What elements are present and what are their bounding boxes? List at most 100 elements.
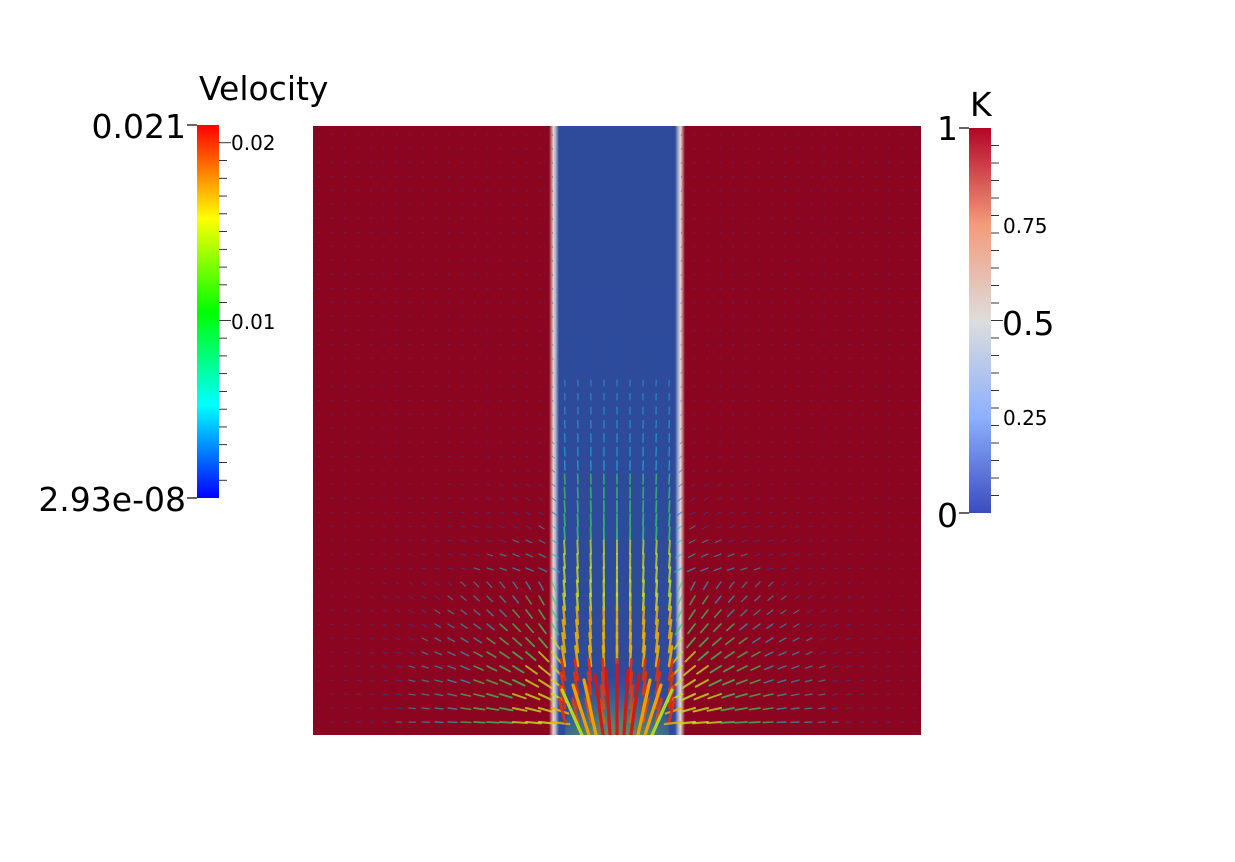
velocity-arrow	[538, 231, 541, 234]
velocity-arrow	[525, 175, 528, 178]
velocity-arrow	[434, 525, 439, 528]
velocity-arrow	[434, 203, 438, 206]
velocity-arrow	[820, 609, 826, 613]
velocity-arrow	[356, 497, 360, 499]
velocity-arrow	[447, 567, 454, 570]
velocity-arrow	[551, 147, 554, 151]
velocity-arrow	[434, 497, 438, 500]
velocity-arrow	[343, 651, 348, 654]
velocity-arrow	[704, 469, 709, 473]
velocity-arrow	[874, 329, 878, 332]
velocity-arrow	[900, 637, 904, 640]
velocity-arrow	[706, 189, 709, 192]
velocity-arrow	[408, 259, 412, 262]
velocity-arrow	[834, 581, 839, 585]
velocity-arrow	[831, 693, 839, 696]
velocity-arrow	[783, 371, 787, 374]
velocity-arrow	[382, 301, 386, 304]
velocity-arrow	[702, 525, 709, 530]
velocity-arrow	[687, 553, 696, 558]
velocity-arrow	[680, 315, 683, 318]
velocity-arrow	[752, 623, 761, 630]
velocity-arrow	[692, 455, 696, 459]
velocity-arrow	[819, 623, 826, 627]
velocity-arrow	[408, 329, 412, 332]
velocity-arrow	[525, 623, 535, 634]
velocity-arrow	[719, 273, 722, 276]
velocity-arrow	[719, 217, 722, 220]
velocity-arrow	[706, 217, 709, 220]
velocity-arrow	[382, 693, 389, 696]
velocity-arrow	[317, 217, 321, 220]
velocity-arrow	[408, 441, 412, 444]
velocity-arrow	[317, 175, 321, 178]
velocity-arrow	[343, 581, 347, 584]
velocity-arrow	[913, 483, 917, 485]
velocity-arrow	[330, 231, 334, 234]
velocity-arrow	[356, 553, 360, 555]
k-colorbar-title: K	[970, 85, 992, 124]
velocity-arrow	[525, 301, 528, 304]
velocity-arrow	[317, 427, 321, 429]
velocity-arrow	[783, 147, 787, 150]
velocity-arrow	[754, 553, 761, 557]
velocity-arrow	[693, 385, 696, 388]
velocity-arrow	[421, 399, 425, 402]
velocity-arrow	[770, 189, 774, 192]
velocity-arrow	[525, 651, 537, 662]
velocity-arrow	[715, 525, 722, 529]
velocity-arrow	[408, 203, 412, 206]
velocity-arrow	[421, 567, 427, 570]
velocity-arrow	[794, 567, 800, 570]
velocity-arrow	[382, 553, 386, 556]
velocity-arrow	[343, 245, 347, 248]
velocity-arrow	[736, 665, 748, 672]
velocity-arrow	[382, 413, 386, 416]
velocity-arrow	[356, 455, 360, 457]
velocity-arrow	[330, 665, 335, 668]
velocity-arrow	[685, 637, 696, 649]
velocity-arrow	[460, 315, 464, 318]
velocity-arrow	[408, 637, 415, 641]
velocity-arrow	[460, 371, 464, 374]
velocity-arrow	[744, 455, 748, 458]
velocity-arrow	[369, 259, 373, 262]
velocity-arrow	[356, 623, 361, 626]
velocity-arrow	[874, 203, 878, 206]
velocity-arrow	[538, 161, 541, 165]
velocity-arrow	[874, 469, 878, 471]
velocity-arrow	[421, 553, 427, 556]
velocity-arrow	[575, 618, 580, 640]
velocity-arrow	[512, 539, 520, 543]
velocity-arrow	[356, 231, 360, 234]
velocity-arrow	[408, 301, 412, 304]
velocity-arrow	[796, 399, 800, 402]
velocity-arrow	[741, 581, 748, 588]
velocity-arrow	[551, 469, 556, 473]
velocity-arrow	[707, 693, 722, 700]
velocity-arrow	[874, 371, 878, 374]
velocity-arrow	[561, 618, 567, 640]
velocity-arrow	[732, 189, 735, 192]
velocity-arrow	[748, 707, 761, 711]
velocity-arrow	[382, 259, 386, 262]
velocity-arrow	[680, 133, 683, 137]
velocity-arrow	[822, 343, 826, 346]
velocity-arrow	[317, 399, 321, 401]
velocity-arrow	[486, 539, 493, 543]
velocity-arrow	[512, 301, 515, 304]
velocity-arrow	[718, 413, 722, 416]
velocity-arrow	[667, 671, 675, 696]
velocity-arrow	[770, 175, 774, 178]
velocity-arrow	[706, 329, 709, 332]
velocity-arrow	[861, 385, 865, 388]
velocity-arrow	[734, 721, 748, 724]
velocity-arrow	[460, 413, 464, 416]
velocity-arrow	[861, 231, 865, 234]
velocity-arrow	[473, 217, 477, 220]
velocity-arrow	[447, 455, 451, 458]
velocity-arrow	[719, 329, 722, 332]
velocity-arrow	[473, 287, 477, 290]
velocity-arrow	[369, 441, 373, 443]
velocity-arrow	[751, 637, 761, 644]
